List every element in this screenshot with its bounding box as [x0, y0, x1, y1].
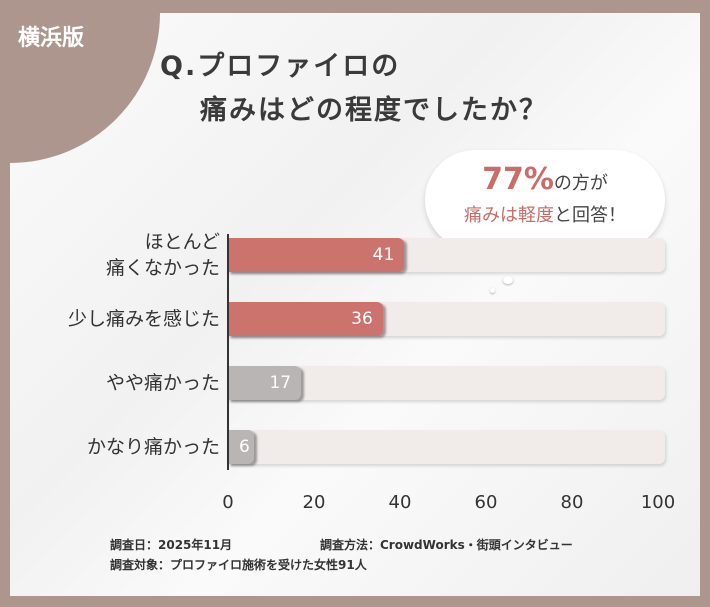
category-label: ほとんど 痛くなかった	[105, 231, 220, 279]
bar: 6	[228, 430, 254, 464]
x-tick-label: 40	[388, 492, 412, 513]
x-tick-label: 100	[640, 492, 676, 513]
callout-text1: の方が	[553, 173, 608, 194]
callout-text2: と回答！	[554, 205, 626, 226]
callout-percent: 77%	[482, 162, 554, 197]
bar-track	[228, 430, 665, 464]
survey-target: 調査対象：プロファイロ施術を受けた女性91人	[110, 558, 367, 572]
bubble-dot	[490, 288, 495, 293]
bubble-dot	[503, 276, 513, 284]
category-label: かなり痛かった	[86, 436, 220, 458]
survey-method: 調査方法：CrowdWorks・街頭インタビュー	[320, 538, 573, 552]
bar: 36	[228, 302, 383, 336]
region-badge: 横浜版	[18, 26, 85, 51]
x-tick-label: 20	[302, 492, 326, 513]
bar: 41	[228, 238, 405, 272]
callout-highlight: 痛みは軽度	[464, 205, 554, 226]
survey-date: 調査日：2025年11月	[110, 538, 233, 552]
title-line2: 痛みはどの程度でしたか？	[200, 95, 548, 126]
x-tick-label: 0	[222, 492, 234, 513]
bar: 17	[228, 366, 302, 400]
x-tick-label: 80	[560, 492, 584, 513]
category-label: 少し痛みを感じた	[67, 308, 220, 330]
title-line1: Q.プロファイロの	[160, 51, 401, 82]
callout-bubble: 77%の方が 痛みは軽度と回答！	[425, 150, 665, 250]
category-label: やや痛かった	[105, 372, 220, 394]
y-axis-line	[227, 234, 229, 470]
x-tick-label: 60	[474, 492, 498, 513]
